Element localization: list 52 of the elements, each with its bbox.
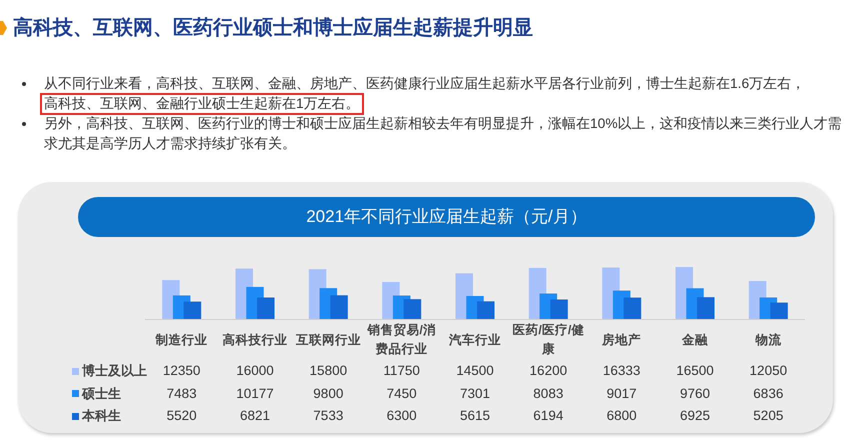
data-label: 16200 — [528, 362, 568, 380]
x-tick-label: 制造行业 — [156, 332, 208, 348]
x-tick-label: 汽车行业 — [449, 332, 501, 348]
legend-label: 博士及以上 — [82, 362, 147, 380]
bar — [257, 298, 274, 319]
data-label: 7450 — [386, 384, 418, 402]
x-tick-label: 销售贸易/消费品行业 — [366, 322, 437, 358]
legend-label: 本科生 — [82, 407, 121, 425]
data-label: 8083 — [532, 384, 564, 402]
bar — [697, 297, 714, 319]
data-label: 7533 — [312, 407, 344, 425]
chart-title: 高科技、互联网、医药行业硕士和博士应届生起薪提升明显 — [13, 16, 533, 41]
text: 另外，高科技、互联网、医药行业的博士和硕士应届生起薪相较去年有明显提升，涨幅在10%以上，这和疫情以来三类行业人才需求尤其是高学历人才需求持续扩张有关。 — [44, 115, 843, 153]
data-label: 16500 — [675, 362, 715, 380]
data-label: 11750 — [382, 362, 421, 380]
bar — [330, 295, 348, 319]
bar — [550, 299, 568, 319]
data-label: 6836 — [752, 384, 784, 402]
bar — [477, 301, 494, 319]
bar — [770, 302, 788, 319]
x-tick-label: 房地产 — [602, 332, 642, 348]
x-tick-label: 高科技行业 — [222, 332, 288, 348]
data-label: 5205 — [752, 407, 784, 425]
data-label: 16333 — [602, 362, 642, 380]
data-label: 9017 — [606, 384, 638, 402]
data-label: 5615 — [458, 407, 492, 425]
data-label: 12050 — [748, 362, 788, 380]
data-label: 16000 — [235, 362, 275, 380]
data-label: 12350 — [162, 363, 200, 378]
data-label: 6821 — [238, 407, 272, 425]
data-label: 6800 — [606, 407, 638, 425]
x-tick-label: 医药/医疗/健康 — [511, 322, 586, 358]
data-label: 14500 — [455, 362, 495, 380]
data-label: 6300 — [386, 407, 418, 425]
bar — [404, 299, 422, 319]
data-label: 5520 — [166, 407, 198, 425]
bar — [184, 302, 202, 319]
x-tick-label: 金融 — [682, 332, 708, 348]
data-label: 9760 — [678, 384, 712, 402]
text: 高科技、互联网、金融行业硕士生起薪在1万左右。 — [44, 95, 360, 113]
data-label: 10177 — [235, 384, 275, 402]
legend-label: 硕士生 — [82, 384, 121, 402]
x-tick-label: 互联网行业 — [296, 332, 361, 348]
data-label: 9800 — [312, 384, 344, 402]
data-label: 6925 — [678, 407, 712, 425]
text: 从不同行业来看，高科技、互联网、金融、房地产、医药健康行业应届生起薪水平居各行业前列，博士生起薪在1.6万左右， — [44, 75, 806, 93]
bar — [624, 298, 642, 319]
x-tick-label: 物流 — [755, 332, 782, 348]
data-label: 15800 — [308, 362, 348, 380]
data-label: 6194 — [532, 407, 564, 425]
data-label: 7301 — [458, 384, 492, 402]
data-label: 7483 — [166, 384, 198, 402]
